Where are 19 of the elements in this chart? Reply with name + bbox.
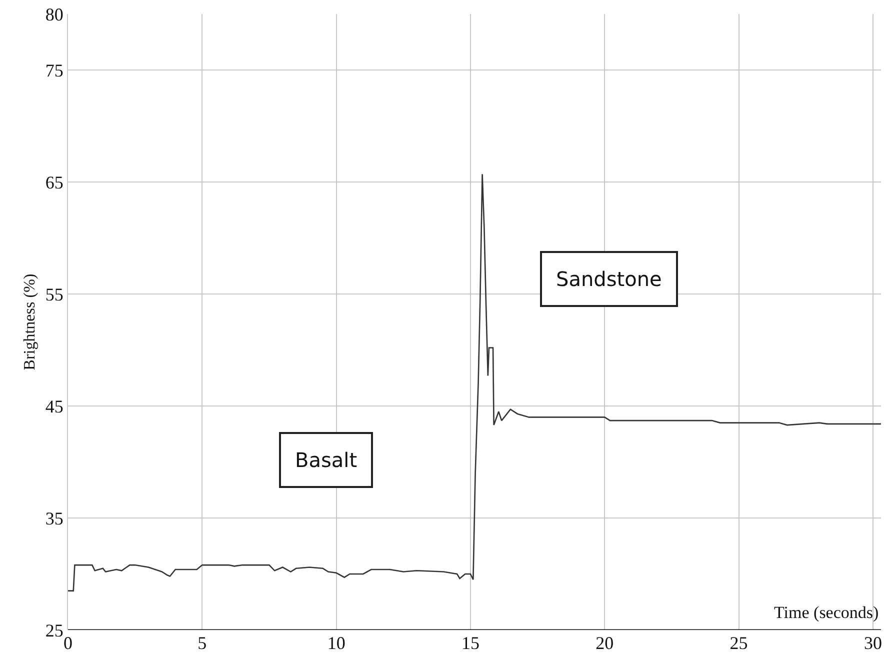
x-tick-label: 25 (730, 633, 748, 653)
y-tick-label: 25 (45, 620, 64, 640)
x-tick-label: 0 (64, 633, 72, 653)
y-axis-title: Brightness (%) (21, 274, 38, 370)
x-tick-label: 10 (327, 633, 346, 653)
y-tick-label: 35 (45, 508, 64, 528)
y-tick-label: 80 (45, 4, 64, 24)
x-tick-label: 30 (864, 633, 882, 653)
annotation: Basalt (295, 448, 358, 472)
y-tick-label: 55 (45, 284, 64, 304)
x-tick-label: 5 (198, 633, 207, 653)
x-tick-label: 15 (461, 633, 480, 653)
line-series (68, 174, 881, 592)
annotation: Sandstone (556, 267, 662, 291)
x-tick-label: 20 (596, 633, 614, 653)
y-tick-label: 75 (45, 60, 64, 80)
y-tick-label: 65 (45, 172, 64, 192)
y-tick-label: 45 (45, 396, 64, 416)
x-axis-title: Time (seconds) (774, 603, 879, 622)
